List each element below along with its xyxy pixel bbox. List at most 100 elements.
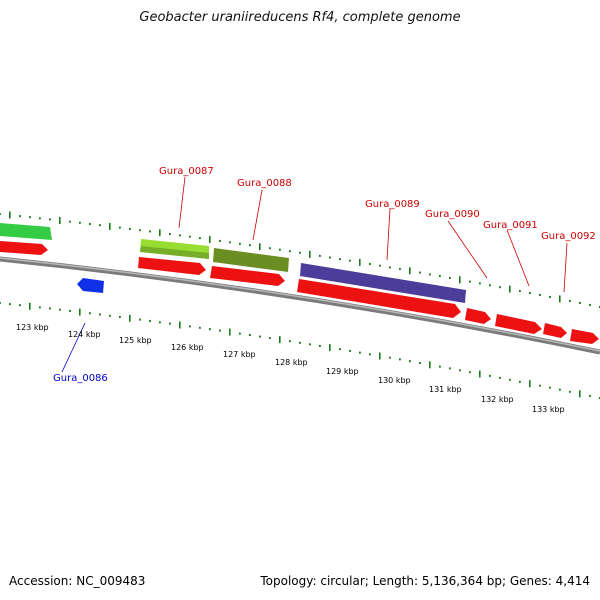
minor-tick xyxy=(299,251,301,254)
major-tick xyxy=(229,328,231,336)
kbp-label: 128 kbp xyxy=(275,358,308,367)
minor-tick xyxy=(319,254,321,257)
feature-band-purple xyxy=(300,263,466,303)
minor-tick xyxy=(429,273,431,276)
minor-tick xyxy=(389,356,391,359)
minor-tick xyxy=(409,360,411,363)
minor-tick xyxy=(579,301,581,304)
feature-band-olive xyxy=(213,248,289,272)
minor-tick xyxy=(499,376,501,379)
gene-label: Gura_0088 xyxy=(237,178,292,189)
feature-band-green xyxy=(0,223,52,240)
genome-title: Geobacter uraniireducens Rf4, complete g… xyxy=(139,10,461,25)
minor-tick xyxy=(89,223,91,225)
minor-tick xyxy=(549,386,551,389)
minor-tick xyxy=(299,341,301,344)
major-tick xyxy=(479,370,481,378)
minor-tick xyxy=(359,351,361,354)
major-tick xyxy=(109,222,111,230)
gene-label: Gura_0089 xyxy=(365,199,420,210)
kbp-label: 123 kbp xyxy=(16,323,49,332)
kbp-label: 127 kbp xyxy=(223,350,256,359)
minor-tick xyxy=(59,308,61,311)
minor-tick xyxy=(459,369,461,372)
minor-tick xyxy=(119,316,121,318)
minor-tick xyxy=(229,241,231,244)
major-tick xyxy=(559,295,561,303)
minor-tick xyxy=(349,349,351,352)
minor-tick xyxy=(19,304,21,307)
inner-tick-ring xyxy=(0,302,600,399)
cds-arrow xyxy=(0,241,48,255)
kbp-labels: 123 kbp 124 kbp 125 kbp 126 kbp 127 kbp … xyxy=(16,323,565,414)
minor-tick xyxy=(99,224,101,227)
cds-arrow xyxy=(495,314,542,334)
major-tick xyxy=(279,336,281,344)
minor-tick xyxy=(379,264,381,267)
genome-summary-text: Topology: circular; Length: 5,136,364 bp… xyxy=(260,574,590,588)
minor-tick xyxy=(49,307,51,310)
major-tick xyxy=(529,380,531,388)
accession-text: Accession: NC_009483 xyxy=(9,574,146,588)
minor-tick xyxy=(69,220,71,223)
minor-tick xyxy=(249,334,251,336)
major-tick xyxy=(9,211,11,219)
kbp-label: 130 kbp xyxy=(378,376,411,385)
minor-tick xyxy=(259,335,261,338)
minor-tick xyxy=(339,348,341,351)
kbp-label: 132 kbp xyxy=(481,395,514,404)
major-tick xyxy=(159,229,161,237)
cds-arrow xyxy=(297,279,461,318)
minor-tick xyxy=(39,306,41,309)
cds-arrow xyxy=(570,329,599,344)
minor-tick xyxy=(239,242,241,245)
major-tick xyxy=(209,236,211,243)
minor-tick xyxy=(539,293,541,296)
minor-tick xyxy=(509,378,511,381)
minor-tick xyxy=(289,250,291,253)
minor-tick xyxy=(219,329,221,332)
minor-tick xyxy=(399,268,401,271)
minor-tick xyxy=(349,259,351,262)
gene-label: Gura_0087 xyxy=(159,166,214,177)
minor-tick xyxy=(0,302,1,304)
minor-tick xyxy=(239,332,241,335)
kbp-label: 133 kbp xyxy=(532,405,565,414)
major-tick xyxy=(309,250,311,258)
minor-tick xyxy=(449,367,451,370)
major-tick xyxy=(359,258,361,266)
minor-tick xyxy=(189,325,191,328)
minor-tick xyxy=(479,282,481,285)
minor-tick xyxy=(139,318,141,321)
major-tick xyxy=(179,321,181,329)
kbp-label: 126 kbp xyxy=(171,343,204,352)
major-tick xyxy=(79,308,81,316)
minor-tick xyxy=(169,322,171,325)
cds-arrow xyxy=(210,266,285,286)
minor-tick xyxy=(169,233,171,236)
minor-tick xyxy=(309,343,311,346)
minor-tick xyxy=(199,326,201,329)
minor-tick xyxy=(439,275,441,278)
minor-tick xyxy=(199,237,201,240)
minor-tick xyxy=(9,303,11,306)
minor-tick xyxy=(329,256,331,259)
minor-tick xyxy=(569,299,571,302)
minor-tick xyxy=(419,271,421,274)
minor-tick xyxy=(39,217,41,220)
major-tick xyxy=(29,302,31,310)
minor-tick xyxy=(569,390,571,393)
minor-tick xyxy=(269,337,271,340)
minor-tick xyxy=(469,371,471,374)
major-tick xyxy=(129,314,131,322)
minor-tick xyxy=(19,215,21,218)
minor-tick xyxy=(369,263,371,265)
minor-tick xyxy=(489,284,491,287)
minor-tick xyxy=(69,309,71,312)
minor-tick xyxy=(369,353,371,356)
major-tick xyxy=(409,267,411,275)
major-tick xyxy=(429,361,431,369)
minor-tick xyxy=(139,229,141,232)
minor-tick xyxy=(389,266,391,269)
minor-tick xyxy=(279,248,281,251)
